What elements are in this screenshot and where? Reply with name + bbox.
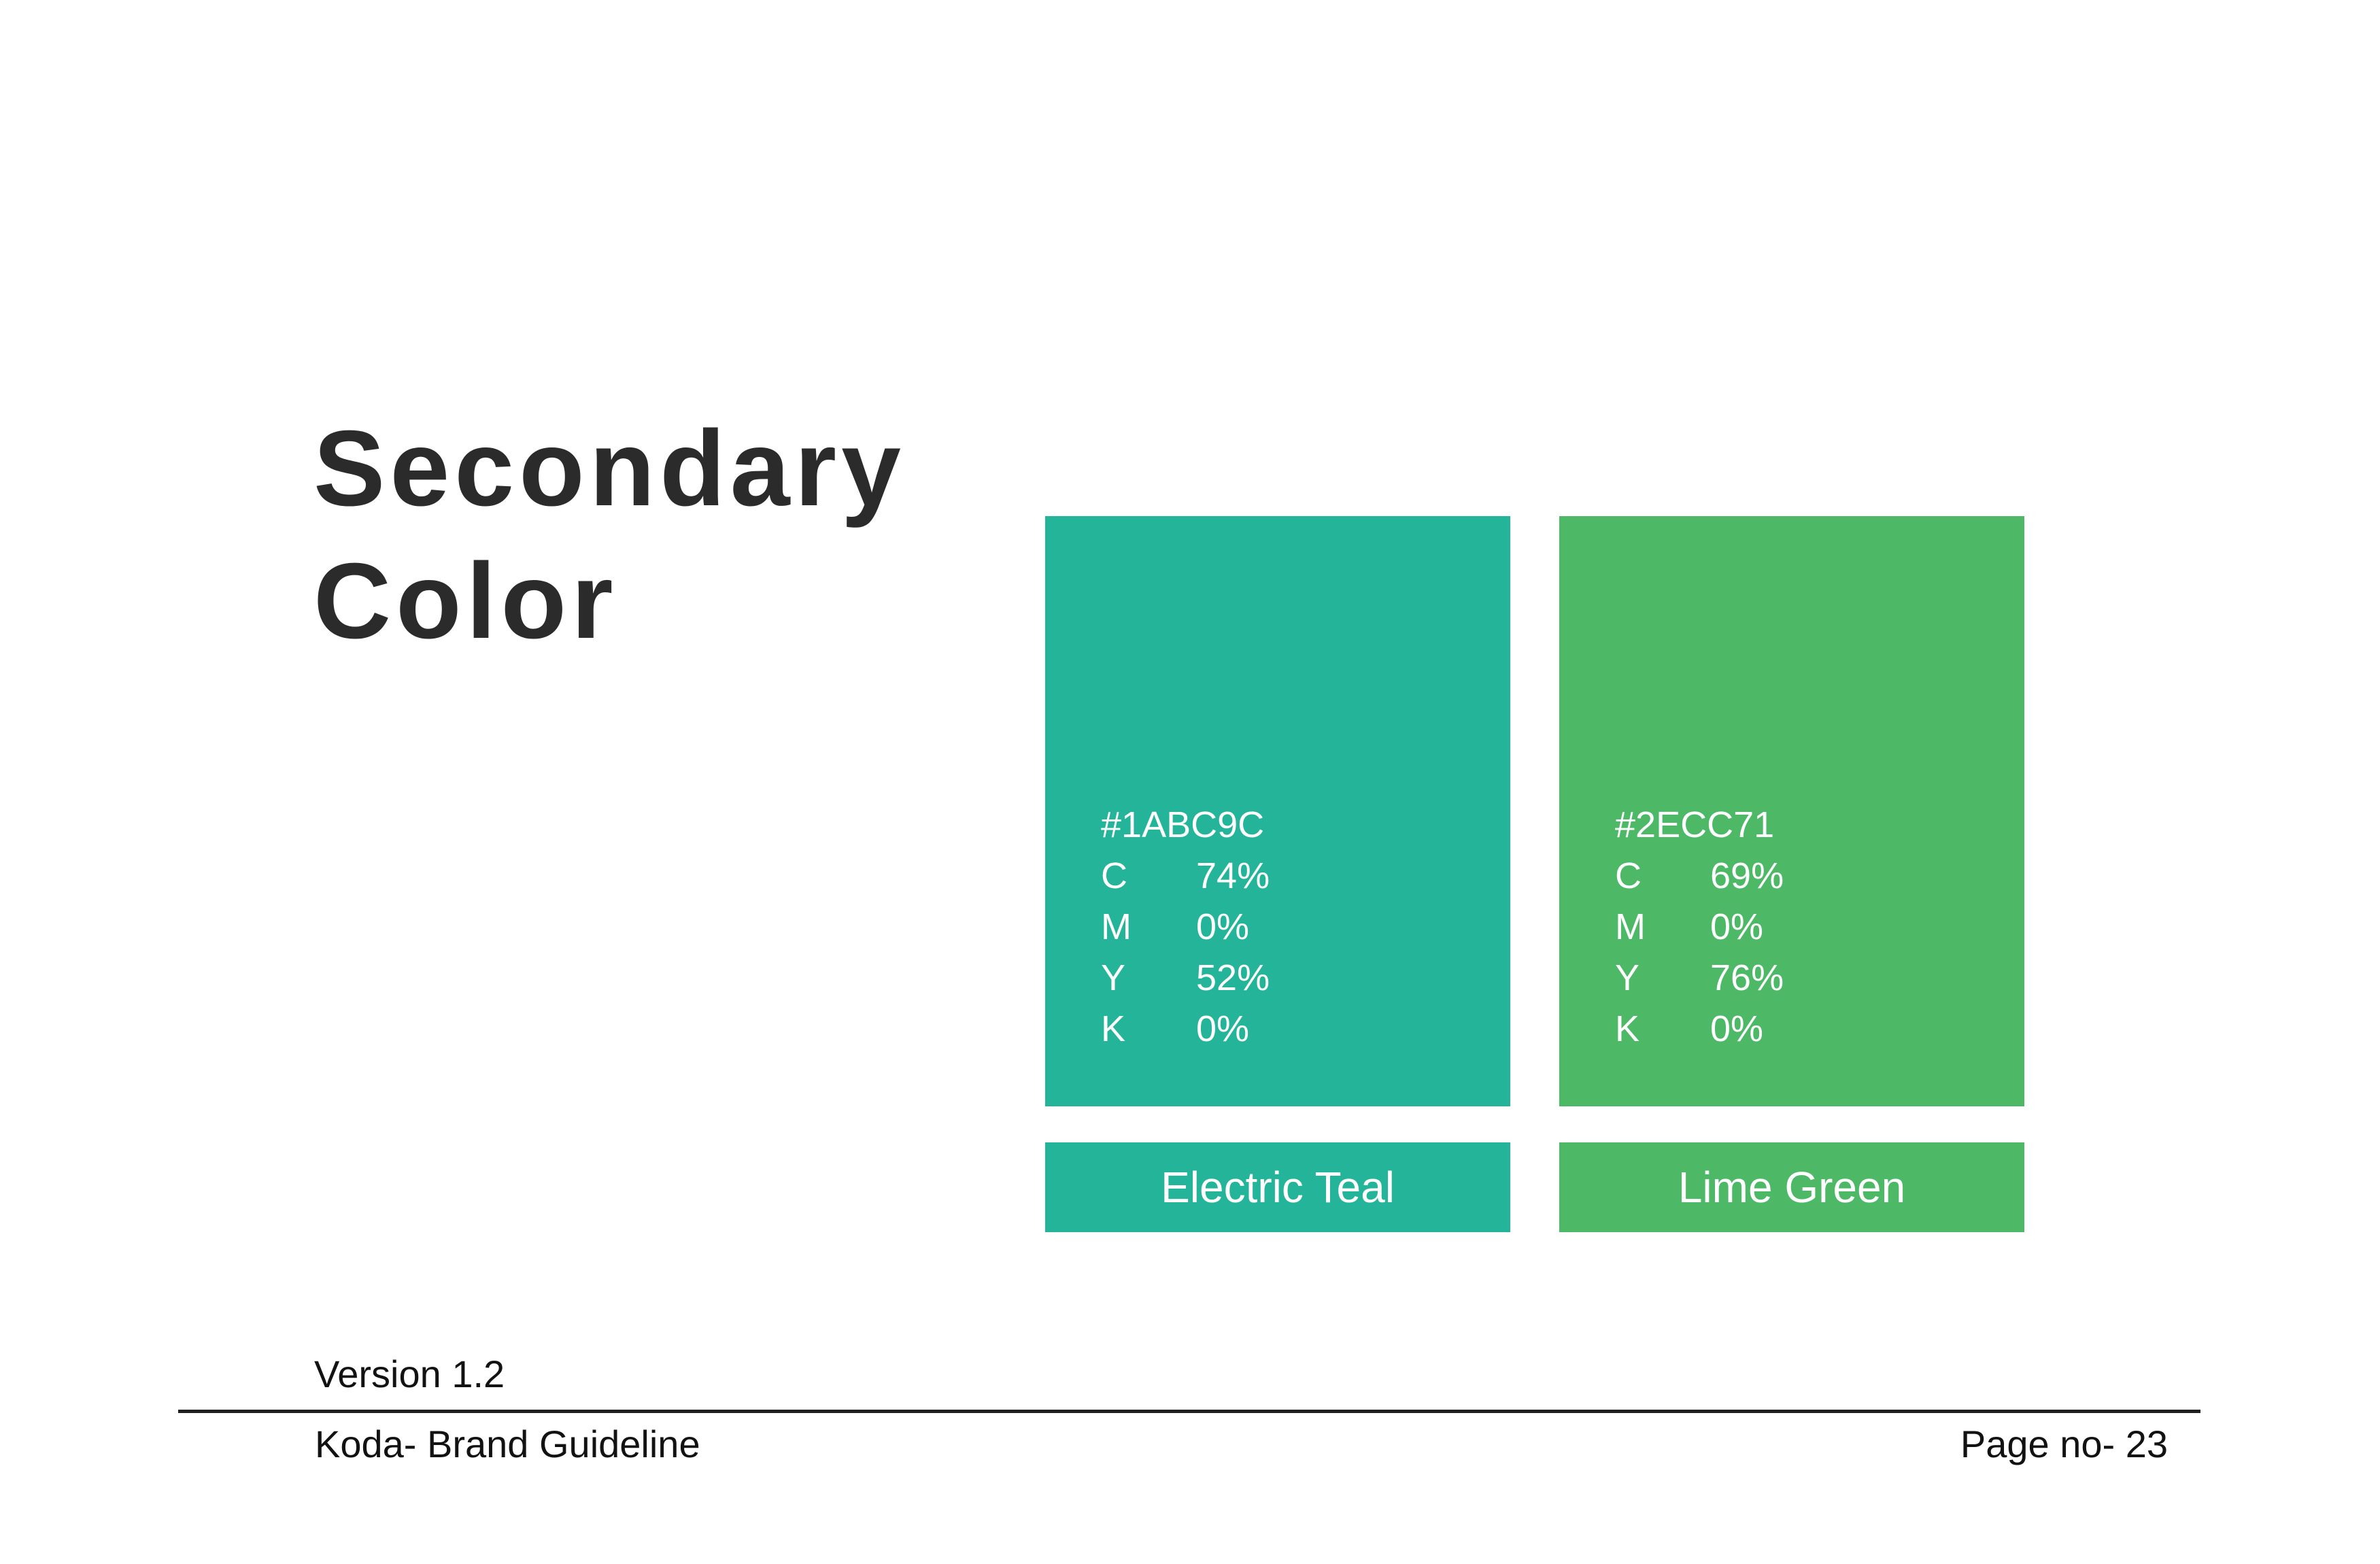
cmyk-row-c: C 74% xyxy=(1101,851,1270,902)
color-name-bar-lime-green: Lime Green xyxy=(1559,1142,2024,1232)
cmyk-value: 74% xyxy=(1196,855,1270,896)
cmyk-key: Y xyxy=(1615,957,1640,998)
color-name-bar-electric-teal: Electric Teal xyxy=(1045,1142,1510,1232)
cmyk-row-k: K 0% xyxy=(1615,1004,1784,1055)
cmyk-value: 52% xyxy=(1196,957,1270,998)
hex-value: #2ECC71 xyxy=(1615,804,1775,845)
cmyk-key: M xyxy=(1615,906,1646,947)
color-specs-lime-green: #2ECC71 C 69% M 0% Y 76% K 0% xyxy=(1615,800,1784,1055)
color-name-label: Lime Green xyxy=(1678,1163,1906,1212)
cmyk-value: 0% xyxy=(1196,1008,1250,1049)
color-swatch-lime-green: #2ECC71 C 69% M 0% Y 76% K 0% xyxy=(1559,516,2024,1106)
cmyk-key: C xyxy=(1615,855,1642,896)
cmyk-row-c: C 69% xyxy=(1615,851,1784,902)
cmyk-key: C xyxy=(1101,855,1127,896)
hex-value: #1ABC9C xyxy=(1101,804,1265,845)
footer-divider-line xyxy=(178,1410,2200,1413)
cmyk-value: 69% xyxy=(1710,855,1784,896)
page-title: Secondary Color xyxy=(313,403,906,668)
color-specs-electric-teal: #1ABC9C C 74% M 0% Y 52% K 0% xyxy=(1101,800,1270,1055)
cmyk-value: 0% xyxy=(1196,906,1250,947)
cmyk-row-y: Y 52% xyxy=(1101,953,1270,1004)
color-name-label: Electric Teal xyxy=(1161,1163,1395,1212)
cmyk-key: K xyxy=(1101,1008,1126,1049)
cmyk-row-m: M 0% xyxy=(1615,902,1784,953)
cmyk-row-m: M 0% xyxy=(1101,902,1270,953)
page-number: Page no- 23 xyxy=(1960,1423,2168,1465)
cmyk-row-k: K 0% xyxy=(1101,1004,1270,1055)
cmyk-key: Y xyxy=(1101,957,1126,998)
color-swatch-electric-teal: #1ABC9C C 74% M 0% Y 52% K 0% xyxy=(1045,516,1510,1106)
cmyk-value: 0% xyxy=(1710,906,1764,947)
cmyk-key: M xyxy=(1101,906,1132,947)
cmyk-row-y: Y 76% xyxy=(1615,953,1784,1004)
version-label: Version 1.2 xyxy=(314,1353,505,1395)
page-title-line-2: Color xyxy=(313,541,618,661)
cmyk-key: K xyxy=(1615,1008,1640,1049)
document-title: Koda- Brand Guideline xyxy=(315,1423,700,1465)
page-title-line-1: Secondary xyxy=(313,408,906,528)
cmyk-value: 76% xyxy=(1710,957,1784,998)
cmyk-value: 0% xyxy=(1710,1008,1764,1049)
